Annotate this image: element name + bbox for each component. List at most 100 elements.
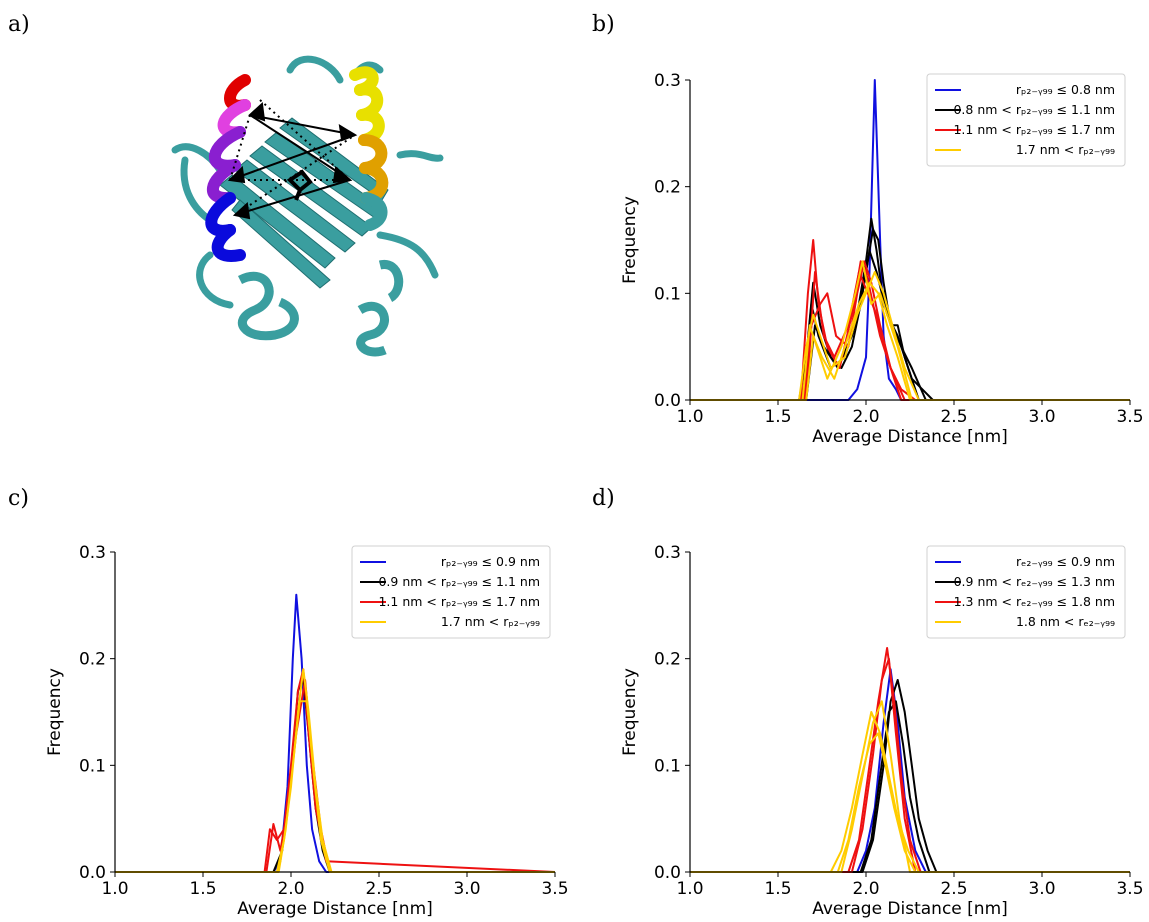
- legend-label: 1.3 nm < rₑ₂₋ᵧ₉₉ ≤ 1.8 nm: [954, 594, 1115, 609]
- series-line-black-1: [115, 679, 555, 873]
- left-helix: [205, 74, 251, 262]
- series-line-yellow-5: [690, 711, 1130, 873]
- x-tick: 2.5: [940, 872, 968, 899]
- legend: rₚ₂₋ᵧ₉₉ ≤ 0.8 nm 0.8 nm < rₚ₂₋ᵧ₉₉ ≤ 1.1 n…: [926, 73, 1126, 167]
- y-tick-label: 0.1: [79, 756, 106, 776]
- right-helix: [349, 66, 389, 231]
- legend-frame: [926, 73, 1126, 167]
- x-tick: 1.0: [676, 400, 704, 427]
- y-tick: 0.1: [654, 756, 690, 776]
- protein-cartoon-svg: [171, 55, 444, 357]
- y-tick-label: 0.2: [654, 650, 681, 670]
- legend-label: 0.9 nm < rₚ₂₋ᵧ₉₉ ≤ 1.1 nm: [378, 574, 540, 589]
- y-axis-label: Frequency: [620, 196, 640, 284]
- legend-label: 0.8 nm < rₚ₂₋ᵧ₉₉ ≤ 1.1 nm: [953, 102, 1115, 117]
- series-line-yellow-4: [115, 668, 555, 873]
- y-tick: 0.0: [79, 863, 115, 883]
- x-tick-label: 2.5: [940, 879, 967, 899]
- x-tick: 1.0: [676, 872, 704, 899]
- series-line-red-3: [690, 647, 1130, 873]
- y-tick-label: 0.0: [654, 863, 681, 883]
- y-tick: 0.3: [654, 543, 690, 563]
- panel-label-b: b): [592, 12, 615, 37]
- y-tick-label: 0.0: [654, 391, 681, 411]
- x-tick-label: 2.0: [277, 879, 304, 899]
- series-line-yellow-8: [690, 260, 1130, 401]
- lower-helices: [237, 260, 404, 357]
- legend: rₑ₂₋ᵧ₉₉ ≤ 0.9 nm 0.9 nm < rₑ₂₋ᵧ₉₉ ≤ 1.3 n…: [926, 545, 1126, 639]
- protein-structure-image: [150, 40, 450, 370]
- x-tick: 1.0: [101, 872, 129, 899]
- series-group: [115, 593, 556, 873]
- y-tick-label: 0.3: [654, 71, 681, 91]
- x-tick: 3.0: [1028, 400, 1056, 427]
- legend-label: rₑ₂₋ᵧ₉₉ ≤ 0.9 nm: [1016, 554, 1115, 569]
- chart-d: 1.0 1.5 2.0 2.5 3.0 3.5 0.0 0.1 0.2 0.3 Average Di…: [620, 543, 1144, 919]
- x-tick: 2.0: [852, 400, 880, 427]
- series-line-black-2: [690, 700, 1130, 873]
- x-tick-label: 2.5: [940, 407, 967, 427]
- x-axis-label: Average Distance [nm]: [812, 899, 1008, 919]
- y-tick: 0.2: [79, 650, 115, 670]
- x-tick: 2.0: [852, 872, 880, 899]
- panel-label-d: d): [592, 486, 615, 511]
- legend-frame: [926, 545, 1126, 639]
- legend-label: rₚ₂₋ᵧ₉₉ ≤ 0.8 nm: [1016, 82, 1115, 97]
- legend-label: 1.1 nm < rₚ₂₋ᵧ₉₉ ≤ 1.7 nm: [378, 594, 540, 609]
- x-tick-label: 3.0: [453, 879, 480, 899]
- x-tick-label: 1.5: [764, 407, 791, 427]
- x-tick: 1.5: [764, 400, 792, 427]
- y-tick: 0.0: [654, 391, 690, 411]
- legend-label: rₚ₂₋ᵧ₉₉ ≤ 0.9 nm: [441, 554, 540, 569]
- series-line-red-4: [690, 657, 1130, 873]
- chart-b: 1.0 1.5 2.0 2.5 3.0 3.5 0.0 0.1 0.2 0.3 Average Di…: [620, 71, 1144, 447]
- x-tick: 3.5: [1116, 400, 1144, 427]
- x-tick-label: 3.0: [1028, 879, 1055, 899]
- legend-label: 1.1 nm < rₚ₂₋ᵧ₉₉ ≤ 1.7 nm: [953, 122, 1115, 137]
- x-tick: 2.0: [277, 872, 305, 899]
- y-tick: 0.2: [654, 178, 690, 198]
- series-line-yellow-9: [690, 281, 1130, 401]
- x-tick-label: 2.5: [365, 879, 392, 899]
- y-tick: 0.1: [79, 756, 115, 776]
- x-axis-label: Average Distance [nm]: [812, 427, 1008, 447]
- series-line-yellow-5: [115, 700, 555, 873]
- x-tick-label: 3.5: [1116, 879, 1143, 899]
- series-group: [690, 79, 1130, 401]
- x-tick-label: 1.5: [764, 879, 791, 899]
- x-tick: 3.5: [541, 872, 569, 899]
- legend: rₚ₂₋ᵧ₉₉ ≤ 0.9 nm 0.9 nm < rₚ₂₋ᵧ₉₉ ≤ 1.1 n…: [351, 545, 551, 639]
- x-tick: 3.0: [1028, 872, 1056, 899]
- y-tick: 0.3: [654, 71, 690, 91]
- series-group: [690, 647, 1130, 873]
- x-tick-label: 2.0: [852, 879, 879, 899]
- ligand: [286, 169, 313, 201]
- panel-label-a: a): [8, 12, 30, 37]
- series-line-yellow-6: [690, 732, 1130, 873]
- x-tick: 2.5: [940, 400, 968, 427]
- y-tick-label: 0.1: [654, 284, 681, 304]
- x-tick-label: 3.0: [1028, 407, 1055, 427]
- legend-label: 0.9 nm < rₑ₂₋ᵧ₉₉ ≤ 1.3 nm: [954, 574, 1115, 589]
- legend-label: 1.8 nm < rₑ₂₋ᵧ₉₉: [1016, 614, 1115, 629]
- x-tick-label: 3.5: [541, 879, 568, 899]
- y-tick-label: 0.3: [654, 543, 681, 563]
- x-axis-label: Average Distance [nm]: [237, 899, 433, 919]
- x-tick: 1.5: [189, 872, 217, 899]
- x-tick: 3.5: [1116, 872, 1144, 899]
- x-tick-label: 1.0: [101, 879, 128, 899]
- series-line-red-3: [115, 679, 555, 873]
- y-tick-label: 0.0: [79, 863, 106, 883]
- series-line-red-2: [115, 668, 556, 873]
- y-tick: 0.2: [654, 650, 690, 670]
- x-tick-label: 1.0: [676, 879, 703, 899]
- series-line-yellow-7: [690, 271, 1130, 401]
- y-axis-label: Frequency: [45, 668, 65, 756]
- x-tick-label: 3.5: [1116, 407, 1143, 427]
- series-line-yellow-7: [690, 700, 1130, 873]
- y-tick-label: 0.2: [654, 178, 681, 198]
- x-tick: 2.5: [365, 872, 393, 899]
- panel-label-c: c): [8, 486, 29, 511]
- legend-label: 1.7 nm < rₚ₂₋ᵧ₉₉: [441, 614, 540, 629]
- legend-frame: [351, 545, 551, 639]
